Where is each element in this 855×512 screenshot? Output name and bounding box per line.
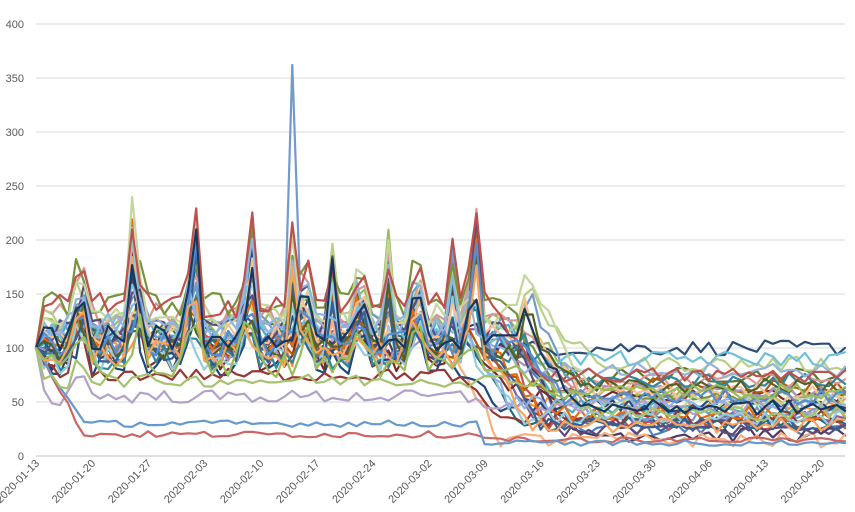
x-tick-label: 2020-03-02 [386,458,434,506]
y-tick-label: 150 [6,289,24,301]
y-tick-label: 0 [18,451,24,463]
y-tick-label: 100 [6,343,24,355]
x-tick-label: 2020-03-23 [555,458,603,506]
x-tick-label: 2020-01-13 [0,458,42,506]
y-tick-label: 50 [12,397,24,409]
x-tick-label: 2020-04-20 [779,458,827,506]
x-tick-label: 2020-04-13 [723,458,771,506]
x-tick-label: 2020-03-30 [611,458,659,506]
x-tick-label: 2020-02-10 [218,458,266,506]
series-line-27 [34,346,847,416]
series-line-36 [34,207,847,383]
series-line-13 [34,63,847,422]
series-line-25 [34,259,847,379]
y-tick-label: 300 [6,127,24,139]
x-tick-label: 2020-01-20 [50,458,98,506]
x-tick-label: 2020-01-27 [106,458,154,506]
x-tick-label: 2020-02-17 [274,458,322,506]
y-tick-label: 200 [6,235,24,247]
y-tick-label: 400 [6,19,24,31]
x-tick-label: 2020-02-24 [330,458,378,506]
series-line-40 [34,313,847,400]
y-axis-ticks: 0 50 100 150 200 250 300 350 400 [6,19,24,463]
x-axis-ticks: 2020-01-13 2020-01-20 2020-01-27 2020-02-03… [0,458,827,506]
x-tick-label: 2020-02-03 [162,458,210,506]
series-line-32 [34,346,847,447]
y-tick-label: 350 [6,73,24,85]
x-tick-label: 2020-03-16 [498,458,546,506]
series-line-39 [34,228,847,416]
x-tick-label: 2020-04-06 [667,458,715,506]
x-tick-label: 2020-03-09 [442,458,490,506]
series-line-31 [34,346,847,444]
y-tick-label: 250 [6,181,24,193]
series-line-26 [34,195,847,410]
series-lines [34,63,847,449]
series-line-34 [34,346,847,422]
